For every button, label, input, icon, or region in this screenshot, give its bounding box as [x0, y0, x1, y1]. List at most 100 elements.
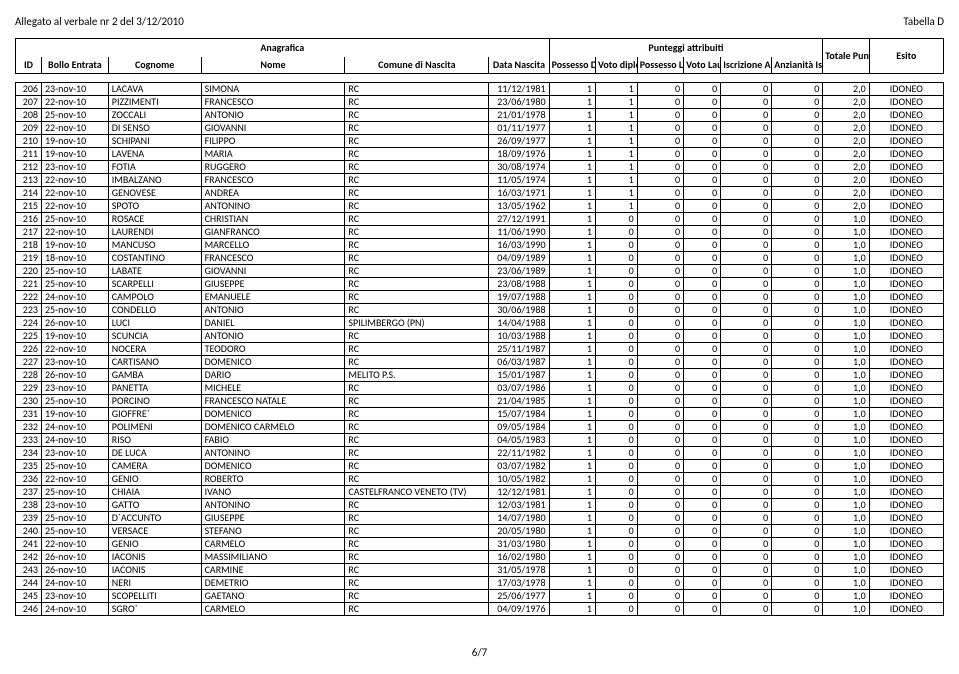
cell-p5: 0 — [721, 382, 772, 395]
cell-p3: 0 — [637, 265, 683, 278]
cell-id: 230 — [16, 395, 42, 408]
cell-id: 238 — [16, 499, 42, 512]
cell-comune: RC — [345, 226, 489, 239]
table-row: 22923-nov-10PANETTAMICHELERC03/07/198610… — [16, 382, 944, 395]
cell-esito: IDONEO — [869, 96, 943, 109]
cell-data: 03/07/1986 — [489, 382, 549, 395]
cell-esito: IDONEO — [869, 499, 943, 512]
table-row: 20623-nov-10LACAVASIMONARC11/12/19811100… — [16, 83, 944, 96]
cell-esito: IDONEO — [869, 603, 943, 616]
cell-data: 01/11/1977 — [489, 122, 549, 135]
data-table: Anagrafica Punteggi attribuiti Totale Pu… — [15, 38, 944, 616]
cell-p6: 0 — [772, 408, 823, 421]
group-anagrafica: Anagrafica — [16, 39, 550, 58]
cell-bollo: 24-nov-10 — [41, 421, 108, 434]
cell-p1: 1 — [549, 83, 595, 96]
cell-p6: 0 — [772, 96, 823, 109]
table-row: 23423-nov-10DE LUCAANTONINORC22/11/19821… — [16, 447, 944, 460]
cell-p6: 0 — [772, 330, 823, 343]
cell-tot: 2,0 — [823, 122, 869, 135]
cell-tot: 1,0 — [823, 395, 869, 408]
table-row: 21322-nov-10IMBALZANOFRANCESCORC11/05/19… — [16, 174, 944, 187]
table-row: 24523-nov-10SCOPELLITIGAETANORC25/06/197… — [16, 590, 944, 603]
cell-id: 218 — [16, 239, 42, 252]
cell-esito: IDONEO — [869, 551, 943, 564]
cell-data: 13/05/1962 — [489, 200, 549, 213]
col-p1: Possesso Diploma — [549, 57, 595, 74]
cell-nome: MICHELE — [201, 382, 345, 395]
cell-esito: IDONEO — [869, 447, 943, 460]
table-row: 22224-nov-10CAMPOLOEMANUELERC19/07/19881… — [16, 291, 944, 304]
cell-p5: 0 — [721, 161, 772, 174]
cell-id: 213 — [16, 174, 42, 187]
cell-p1: 1 — [549, 499, 595, 512]
cell-p1: 1 — [549, 382, 595, 395]
cell-id: 234 — [16, 447, 42, 460]
cell-id: 240 — [16, 525, 42, 538]
cell-p4: 0 — [684, 187, 721, 200]
cell-tot: 1,0 — [823, 226, 869, 239]
cell-bollo: 22-nov-10 — [41, 473, 108, 486]
cell-cognome: LAVENA — [108, 148, 201, 161]
cell-tot: 1,0 — [823, 512, 869, 525]
header-right: Tabella D — [903, 15, 944, 28]
cell-p5: 0 — [721, 330, 772, 343]
cell-p4: 0 — [684, 356, 721, 369]
table-row: 21722-nov-10LAURENDIGIANFRANCORC11/06/19… — [16, 226, 944, 239]
cell-p6: 0 — [772, 213, 823, 226]
cell-p6: 0 — [772, 265, 823, 278]
cell-p5: 0 — [721, 265, 772, 278]
cell-bollo: 22-nov-10 — [41, 343, 108, 356]
cell-p5: 0 — [721, 603, 772, 616]
cell-p3: 0 — [637, 96, 683, 109]
table-row: 24025-nov-10VERSACESTEFANORC20/05/198010… — [16, 525, 944, 538]
cell-p2: 0 — [595, 252, 637, 265]
cell-esito: IDONEO — [869, 356, 943, 369]
cell-nome: FRANCESCO — [201, 174, 345, 187]
cell-tot: 2,0 — [823, 135, 869, 148]
cell-p5: 0 — [721, 135, 772, 148]
cell-data: 30/06/1988 — [489, 304, 549, 317]
cell-p2: 0 — [595, 278, 637, 291]
cell-p1: 1 — [549, 408, 595, 421]
cell-p6: 0 — [772, 226, 823, 239]
cell-p2: 1 — [595, 83, 637, 96]
cell-p2: 0 — [595, 577, 637, 590]
cell-id: 242 — [16, 551, 42, 564]
cell-p6: 0 — [772, 525, 823, 538]
cell-p4: 0 — [684, 317, 721, 330]
cell-nome: ANTONIO — [201, 304, 345, 317]
cell-p3: 0 — [637, 122, 683, 135]
cell-id: 225 — [16, 330, 42, 343]
cell-p4: 0 — [684, 96, 721, 109]
cell-nome: DOMENICO — [201, 460, 345, 473]
cell-tot: 1,0 — [823, 265, 869, 278]
cell-comune: RC — [345, 200, 489, 213]
col-nome: Nome — [201, 57, 345, 74]
cell-nome: DANIEL — [201, 317, 345, 330]
cell-p4: 0 — [684, 278, 721, 291]
cell-p5: 0 — [721, 213, 772, 226]
cell-cognome: GATTO — [108, 499, 201, 512]
cell-tot: 1,0 — [823, 499, 869, 512]
cell-tot: 1,0 — [823, 551, 869, 564]
cell-cognome: NERI — [108, 577, 201, 590]
cell-data: 18/09/1976 — [489, 148, 549, 161]
cell-bollo: 23-nov-10 — [41, 447, 108, 460]
cell-id: 214 — [16, 187, 42, 200]
cell-data: 25/06/1977 — [489, 590, 549, 603]
cell-comune: RC — [345, 603, 489, 616]
table-row: 22125-nov-10SCARPELLIGIUSEPPERC23/08/198… — [16, 278, 944, 291]
cell-p4: 0 — [684, 564, 721, 577]
cell-cognome: CHIAIA — [108, 486, 201, 499]
cell-nome: MARCELLO — [201, 239, 345, 252]
cell-tot: 1,0 — [823, 590, 869, 603]
cell-bollo: 19-nov-10 — [41, 330, 108, 343]
cell-esito: IDONEO — [869, 239, 943, 252]
cell-cognome: FOTIA — [108, 161, 201, 174]
cell-tot: 1,0 — [823, 564, 869, 577]
cell-p6: 0 — [772, 603, 823, 616]
table-row: 22025-nov-10LABATEGIOVANNIRC23/06/198910… — [16, 265, 944, 278]
cell-comune: RC — [345, 239, 489, 252]
cell-nome: GIOVANNI — [201, 122, 345, 135]
